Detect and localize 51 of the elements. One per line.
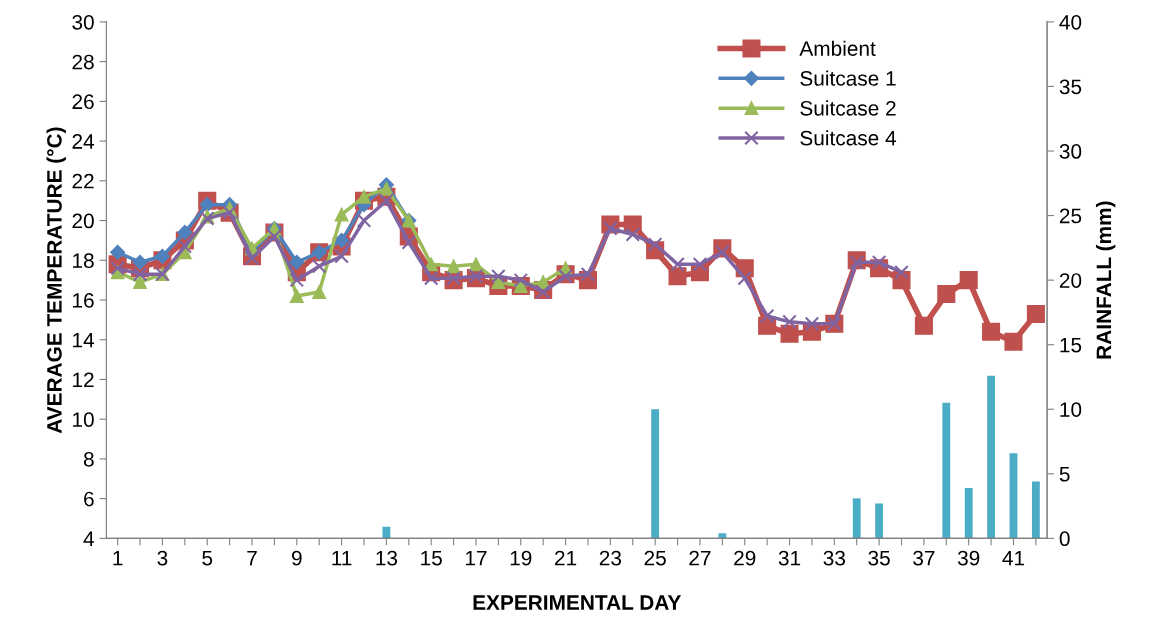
y-tick-label: 28 xyxy=(72,54,94,70)
x-tick-label: 31 xyxy=(778,550,801,566)
x-axis-title: EXPERIMENTAL DAY xyxy=(473,595,682,610)
y-tick-label: 18 xyxy=(73,253,94,269)
x-tick-label: 19 xyxy=(510,550,532,566)
y-axis-title: AVERAGE TEMPERATURE (°C) xyxy=(46,127,66,434)
y2-tick-label: 25 xyxy=(1059,208,1082,224)
x-tick-label: 41 xyxy=(1002,550,1025,566)
y-tick-label: 4 xyxy=(83,531,95,546)
y-tick-label: 30 xyxy=(72,14,94,30)
x-tick-label: 25 xyxy=(644,550,666,566)
legend-label: Suitcase 1 xyxy=(800,70,896,86)
x-tick-label: 23 xyxy=(599,550,622,566)
y2-tick-label: 10 xyxy=(1060,402,1082,417)
y2-tick-label: 35 xyxy=(1059,79,1082,95)
y2-tick-label: 5 xyxy=(1059,467,1070,482)
y2-axis-title: RAINFALL (mm) xyxy=(1095,201,1116,359)
legend-label: Ambient xyxy=(799,40,876,56)
x-tick-label: 37 xyxy=(913,550,935,566)
legend-label: Suitcase 4 xyxy=(800,130,897,146)
y-tick-label: 20 xyxy=(72,213,94,229)
x-tick-label: 13 xyxy=(376,550,398,566)
y2-tick-label: 30 xyxy=(1059,144,1082,159)
x-tick-label: 3 xyxy=(157,550,168,566)
y2-tick-label: 20 xyxy=(1059,273,1082,288)
x-tick-label: 27 xyxy=(689,550,711,566)
legend-label: Suitcase 2 xyxy=(800,100,896,116)
y2-tick-label: 0 xyxy=(1059,531,1070,547)
y-tick-label: 24 xyxy=(72,134,95,149)
x-tick-label: 11 xyxy=(332,550,352,566)
x-tick-label: 5 xyxy=(202,550,213,566)
x-tick-label: 33 xyxy=(823,550,845,566)
y-tick-label: 16 xyxy=(73,293,94,308)
x-tick-label: 1 xyxy=(113,550,123,566)
y2-tick-label: 15 xyxy=(1060,337,1082,353)
x-tick-label: 15 xyxy=(421,550,442,566)
y2-tick-label: 40 xyxy=(1059,14,1082,30)
x-tick-label: 7 xyxy=(247,550,257,566)
y-tick-label: 8 xyxy=(83,451,94,467)
y-tick-label: 14 xyxy=(73,332,95,348)
x-tick-label: 21 xyxy=(555,550,577,566)
y-tick-label: 10 xyxy=(73,412,94,427)
y-tick-label: 12 xyxy=(73,372,94,387)
y-tick-label: 6 xyxy=(84,491,94,507)
y-tick-label: 22 xyxy=(72,173,94,189)
x-tick-label: 9 xyxy=(292,550,302,566)
x-tick-label: 29 xyxy=(734,550,756,566)
x-tick-label: 39 xyxy=(957,550,980,566)
y-tick-label: 26 xyxy=(72,94,94,110)
x-tick-label: 17 xyxy=(465,550,487,566)
x-tick-label: 35 xyxy=(868,550,890,566)
